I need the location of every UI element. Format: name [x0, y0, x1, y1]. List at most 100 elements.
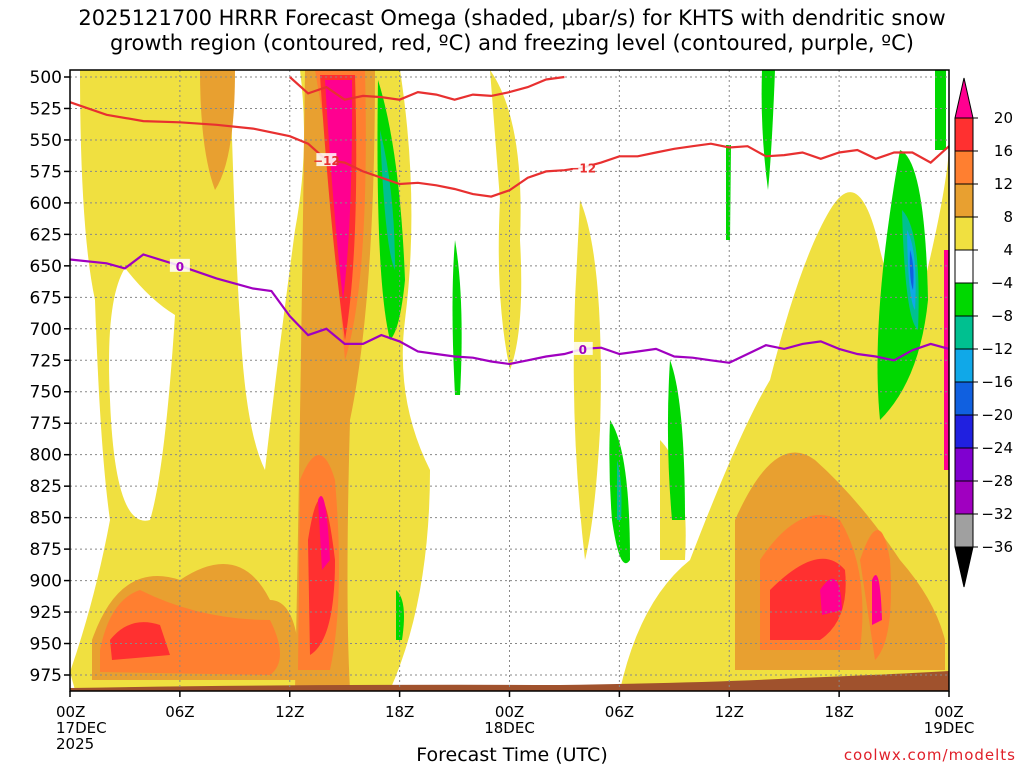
colorbar-swatch — [954, 480, 974, 515]
freezing-level-contour-label: 0 — [176, 260, 184, 274]
omega-region-down-4 — [667, 360, 685, 520]
freezing-level-contour-label-bg — [169, 258, 190, 272]
dgz-contour-upper-line — [289, 75, 565, 101]
x-tick-label: 12Z — [275, 703, 304, 721]
colorbar-swatch — [954, 282, 974, 317]
contour-lines: 0 0 −12 −12 — [70, 75, 949, 366]
title-line1: 2025121700 HRRR Forecast Omega (shaded, … — [78, 6, 946, 30]
y-tick-label: 900 — [30, 572, 62, 592]
colorbar-top-arrow — [954, 77, 974, 119]
y-tick-label: 500 — [30, 68, 62, 88]
y-tick-label: 975 — [30, 666, 62, 686]
colorbar-swatch — [954, 348, 974, 383]
x-axis-title: Forecast Time (UTC) — [416, 744, 608, 766]
omega-region-max-up-right — [820, 578, 842, 615]
colorbar-swatch — [954, 117, 974, 152]
dgz-contour-lower-label: −12 — [569, 162, 596, 176]
dgz-contour-lower-label-bg — [316, 153, 337, 167]
omega-region-down-6 — [877, 150, 928, 420]
omega-region-max-up-low — [318, 496, 330, 570]
omega-region-weak-up-streak-a — [490, 70, 522, 370]
omega-region-down-strong-1 — [380, 130, 395, 270]
colorbar-label: −24 — [981, 439, 1013, 457]
colorbar-swatch — [954, 513, 974, 548]
colorbar-label: 12 — [994, 175, 1013, 193]
colorbar-swatch — [954, 183, 974, 218]
omega-region-max-up-right2 — [872, 575, 882, 625]
chart-title: 2025121700 HRRR Forecast Omega (shaded, … — [0, 6, 1024, 56]
x-tick-label: 17DEC — [56, 719, 107, 737]
colorbar-label: −20 — [981, 406, 1013, 424]
x-tick-label: 2025 — [56, 735, 94, 753]
y-axis: 500 525 550 575 600 625 650 675 700 725 750 775 800 8… — [30, 68, 70, 686]
plot-area: 0 0 −12 −12 — [70, 70, 949, 691]
x-tick-label: 00Z — [495, 703, 524, 721]
freezing-level-contour-label: 0 — [579, 343, 587, 357]
omega-region-down-5 — [761, 70, 775, 190]
y-tick-label: 600 — [30, 194, 62, 214]
y-tick-label: 875 — [30, 540, 62, 560]
omega-region-very-strong-up-right — [770, 558, 846, 640]
dgz-contour-lower-line — [70, 101, 949, 198]
colorbar-label: 4 — [1003, 241, 1013, 259]
omega-region-max-up-col — [325, 80, 353, 300]
y-tick-label: 850 — [30, 509, 62, 529]
credit-text: coolwx.com/modelts — [843, 746, 1016, 764]
colorbar-swatch — [954, 381, 974, 416]
colorbar-label: 8 — [1003, 208, 1013, 226]
colorbar-label: −12 — [981, 340, 1013, 358]
x-tick-label: 12Z — [715, 703, 744, 721]
colorbar-label: −8 — [991, 307, 1013, 325]
colorbar-label: 16 — [994, 142, 1013, 160]
colorbar: 20 16 12 8 4 −4 −8 −12 −16 −20 −24 −28 −32 −36 — [954, 77, 1013, 588]
freezing-level-contour-label-bg — [572, 341, 593, 355]
y-tick-label: 650 — [30, 257, 62, 277]
title-line2: growth region (contoured, red, ºC) and f… — [110, 31, 914, 55]
y-tick-label: 825 — [30, 477, 62, 497]
y-tick-label: 625 — [30, 225, 62, 245]
colorbar-label: 20 — [994, 109, 1013, 127]
y-tick-label: 550 — [30, 131, 62, 151]
colorbar-label: −4 — [991, 274, 1013, 292]
colorbar-swatch — [954, 447, 974, 482]
x-tick-label: 18Z — [824, 703, 853, 721]
x-tick-label: 00Z — [934, 703, 963, 721]
x-tick-label: 00Z — [56, 703, 85, 721]
freezing-level-contour-line — [70, 253, 949, 366]
y-tick-label: 750 — [30, 383, 62, 403]
omega-region-neutral-hole-1 — [109, 268, 175, 521]
x-tick-label: 06Z — [605, 703, 634, 721]
y-tick-label: 525 — [30, 99, 62, 119]
grid-lines — [70, 70, 949, 691]
omega-region-down-strong-4 — [909, 250, 914, 290]
y-tick-label: 800 — [30, 446, 62, 466]
omega-region-very-strong-up-left — [110, 622, 170, 660]
y-tick-label: 725 — [30, 351, 62, 371]
omega-region-weak-up-streak-b — [573, 200, 601, 560]
omega-region-moderate-up-top — [200, 70, 235, 190]
omega-region-down-9 — [935, 70, 946, 150]
x-tick-label: 18DEC — [484, 719, 535, 737]
colorbar-label: −16 — [981, 373, 1013, 391]
colorbar-swatch — [954, 414, 974, 449]
omega-region-neutral-hole-2 — [230, 70, 304, 470]
dgz-contour-lower-label: −12 — [313, 154, 340, 168]
y-tick-label: 575 — [30, 162, 62, 182]
y-tick-label: 675 — [30, 288, 62, 308]
y-tick-label: 775 — [30, 414, 62, 434]
omega-shading — [70, 70, 949, 690]
colorbar-swatch — [954, 216, 974, 251]
x-tick-label: 18Z — [385, 703, 414, 721]
colorbar-bottom-arrow — [954, 546, 974, 588]
dgz-contour-lower-label-bg — [572, 160, 593, 174]
colorbar-label: −32 — [981, 505, 1013, 523]
colorbar-swatch — [954, 315, 974, 350]
colorbar-label: −28 — [981, 472, 1013, 490]
colorbar-swatch — [954, 150, 974, 185]
x-tick-label: 19DEC — [924, 719, 975, 737]
y-tick-label: 950 — [30, 635, 62, 655]
y-tick-label: 700 — [30, 320, 62, 340]
x-tick-label: 06Z — [165, 703, 194, 721]
